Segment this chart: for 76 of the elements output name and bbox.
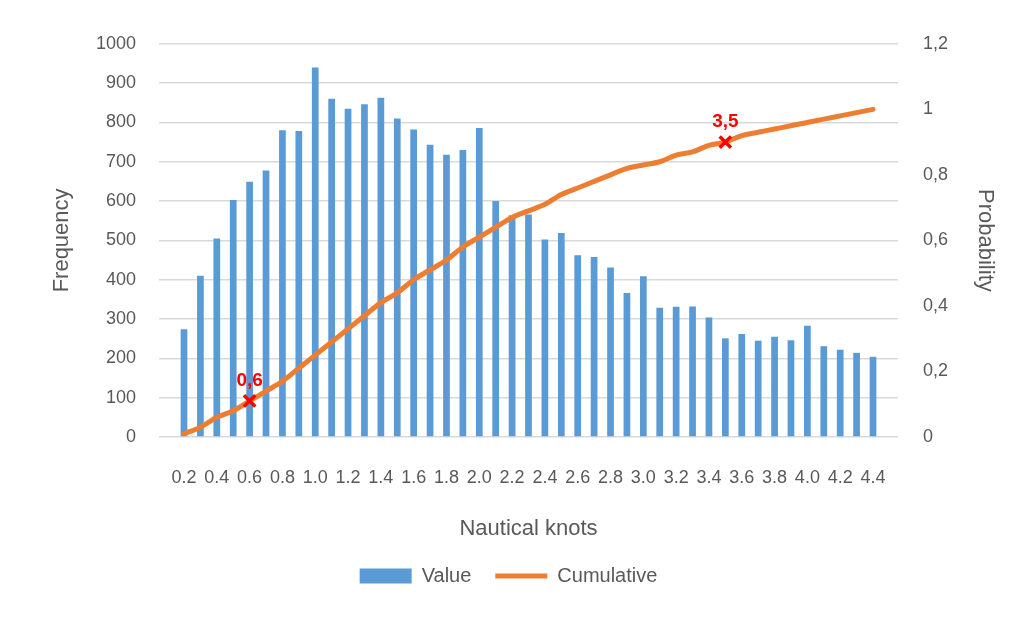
bar <box>574 255 582 437</box>
bar <box>820 346 828 437</box>
y-tick-label: 500 <box>105 229 136 250</box>
bar <box>738 333 746 437</box>
bar <box>836 349 844 437</box>
y2-tick-label: 0,4 <box>923 294 949 315</box>
y-tick-label: 1000 <box>95 32 136 53</box>
bar <box>475 127 483 437</box>
bar <box>689 306 696 437</box>
x-tick-label: 0.6 <box>237 466 263 487</box>
x-tick-label: 2.0 <box>466 466 492 487</box>
legend-label: Value <box>421 563 472 586</box>
bar <box>197 275 204 437</box>
bar <box>361 104 368 437</box>
bar <box>492 201 500 437</box>
x-tick-label: 0.8 <box>269 466 295 487</box>
x-tick-label: 4.4 <box>860 466 886 487</box>
x-tick-label: 1.6 <box>401 466 427 487</box>
y-tick-label: 900 <box>105 72 136 93</box>
bar <box>393 118 401 437</box>
x-axis-title: Nautical knots <box>459 514 598 540</box>
x-tick-label: 3.6 <box>729 466 755 487</box>
bar <box>525 214 532 437</box>
bar <box>443 154 450 437</box>
bar <box>377 97 385 437</box>
y2-tick-label: 0,2 <box>923 360 949 381</box>
x-tick-label: 3.8 <box>762 466 788 487</box>
y-tick-label: 600 <box>105 190 136 211</box>
y-tick-label: 100 <box>105 386 136 407</box>
bar <box>672 306 680 437</box>
x-tick-label: 3.4 <box>696 466 722 487</box>
y-tick-label: 700 <box>105 150 136 171</box>
y2-tick-label: 1 <box>923 98 934 119</box>
x-tick-label: 0.2 <box>171 466 197 487</box>
y2-tick-label: 1,2 <box>923 32 949 53</box>
legend-label: Cumulative <box>557 563 658 586</box>
bar <box>311 67 319 437</box>
bar <box>804 325 811 437</box>
bar <box>229 199 237 437</box>
y2-tick-label: 0,6 <box>923 229 949 250</box>
x-tick-label: 1.8 <box>433 466 459 487</box>
x-tick-label: 2.6 <box>565 466 591 487</box>
x-tick-label: 1.2 <box>335 466 361 487</box>
bar <box>656 307 664 437</box>
x-tick-label: 3.0 <box>630 466 656 487</box>
x-tick-label: 4.2 <box>827 466 853 487</box>
x-tick-label: 2.8 <box>598 466 624 487</box>
x-tick-label: 3.2 <box>663 466 689 487</box>
y2-tick-label: 0 <box>923 425 934 446</box>
y-tick-label: 300 <box>105 308 136 329</box>
bar <box>410 129 418 437</box>
x-tick-label: 2.4 <box>532 466 558 487</box>
bar <box>295 131 303 437</box>
bar <box>328 98 336 437</box>
bar <box>722 338 729 437</box>
bar <box>853 352 860 437</box>
y-tick-label: 800 <box>105 111 136 132</box>
bar <box>754 340 762 437</box>
y2-tick-label: 0,8 <box>923 163 949 184</box>
annotation: 3,5 <box>712 109 739 131</box>
bar <box>557 232 565 437</box>
y-axis-title: Frequency <box>48 188 74 293</box>
y-tick-label: 400 <box>105 268 136 289</box>
x-tick-label: 1.4 <box>368 466 394 487</box>
bar <box>279 130 286 437</box>
y-tick-label: 200 <box>105 347 136 368</box>
bar <box>771 336 778 437</box>
x-tick-label: 0.4 <box>204 466 230 487</box>
bar <box>607 267 614 437</box>
x-tick-label: 4.0 <box>794 466 820 487</box>
bar <box>213 238 221 437</box>
x-tick-label: 1.0 <box>302 466 328 487</box>
bar <box>639 276 647 437</box>
y2-axis-title: Probability <box>973 189 999 292</box>
x-tick-label: 2.2 <box>499 466 525 487</box>
y-tick-label: 0 <box>125 425 136 446</box>
